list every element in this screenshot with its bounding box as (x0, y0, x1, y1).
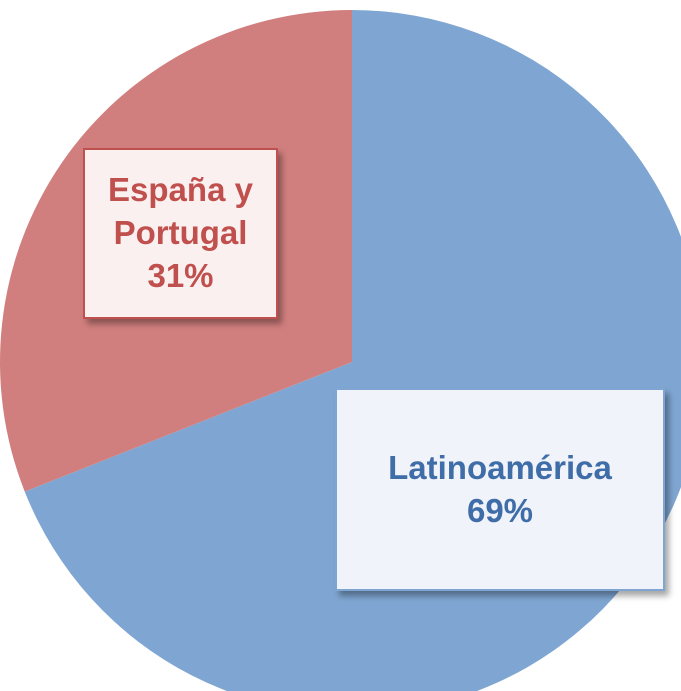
data-label: España y Portugal 31% (83, 148, 278, 319)
slice-value-label: 31% (147, 256, 214, 294)
slice-name: Latinoamérica (388, 448, 612, 486)
slice-name: España y Portugal (108, 171, 253, 252)
data-label: Latinoamérica 69% (335, 388, 665, 591)
slice-value-label: 69% (466, 491, 534, 529)
